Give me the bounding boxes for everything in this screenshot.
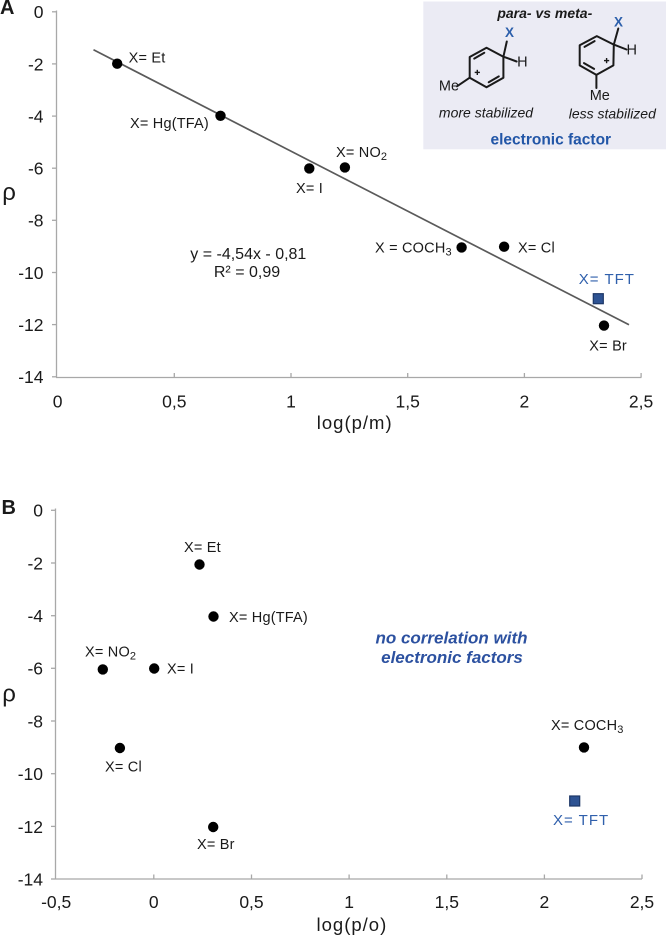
svg-text:X= Hg(TFA): X= Hg(TFA) [229, 610, 308, 626]
svg-text:H: H [626, 43, 636, 59]
svg-text:X= Br: X= Br [589, 339, 627, 355]
svg-text:1,5: 1,5 [435, 892, 459, 912]
svg-text:X= NO2: X= NO2 [336, 145, 387, 163]
svg-text:X= I: X= I [167, 662, 194, 678]
svg-text:X: X [505, 25, 514, 40]
svg-text:y = -4,54x - 0,81: y = -4,54x - 0,81 [190, 246, 306, 263]
svg-text:-6: -6 [27, 659, 43, 679]
svg-text:-2: -2 [28, 54, 44, 74]
svg-text:X = COCH3: X = COCH3 [375, 241, 452, 259]
svg-text:A: A [0, 0, 14, 19]
svg-text:0: 0 [149, 892, 159, 912]
svg-text:H: H [517, 55, 527, 71]
svg-text:X= NO2: X= NO2 [85, 644, 136, 662]
svg-text:log(p/m): log(p/m) [317, 412, 393, 433]
svg-text:ρ: ρ [2, 681, 16, 708]
svg-text:B: B [2, 497, 16, 519]
svg-text:2,5: 2,5 [629, 391, 653, 411]
svg-text:no correlation with: no correlation with [375, 628, 527, 647]
svg-text:-0,5: -0,5 [41, 892, 71, 912]
svg-text:-12: -12 [18, 817, 43, 837]
svg-text:1: 1 [286, 391, 296, 411]
svg-text:0,5: 0,5 [239, 892, 263, 912]
svg-text:X= COCH3: X= COCH3 [551, 718, 624, 736]
svg-text:1: 1 [344, 892, 354, 912]
svg-text:electronic factors: electronic factors [381, 648, 523, 667]
svg-text:0: 0 [33, 501, 43, 521]
svg-text:X= I: X= I [296, 181, 323, 197]
svg-text:log(p/o): log(p/o) [317, 914, 388, 935]
svg-text:X= Et: X= Et [184, 540, 221, 556]
svg-text:-12: -12 [18, 315, 43, 335]
svg-text:X= TFT: X= TFT [553, 812, 609, 829]
svg-text:-14: -14 [18, 869, 44, 889]
svg-text:2: 2 [540, 892, 550, 912]
svg-text:X= Br: X= Br [197, 837, 235, 853]
svg-text:-10: -10 [18, 263, 44, 283]
svg-text:R² = 0,99: R² = 0,99 [214, 264, 280, 281]
svg-text:0: 0 [34, 2, 44, 22]
svg-text:2,5: 2,5 [630, 892, 654, 912]
svg-text:X= TFT: X= TFT [579, 271, 635, 288]
svg-text:-4: -4 [28, 107, 44, 127]
svg-text:-8: -8 [27, 711, 43, 731]
svg-text:-10: -10 [18, 764, 44, 784]
svg-text:electronic factor: electronic factor [490, 132, 611, 149]
svg-text:-8: -8 [28, 211, 44, 231]
svg-text:X= Cl: X= Cl [105, 760, 142, 776]
svg-text:0: 0 [53, 391, 63, 411]
svg-text:X= Cl: X= Cl [518, 240, 555, 256]
svg-text:-4: -4 [27, 606, 43, 626]
svg-text:more stabilized: more stabilized [439, 105, 534, 121]
svg-text:less stabilized: less stabilized [569, 106, 657, 122]
svg-text:Me: Me [590, 88, 610, 104]
svg-text:1,5: 1,5 [396, 391, 420, 411]
svg-text:X: X [614, 15, 623, 30]
svg-text:-2: -2 [27, 553, 43, 573]
svg-text:Me: Me [439, 79, 459, 95]
svg-text:2: 2 [520, 391, 530, 411]
svg-text:-6: -6 [28, 159, 44, 179]
svg-text:ρ: ρ [2, 179, 16, 206]
svg-text:-14: -14 [18, 367, 44, 387]
svg-text:X= Hg(TFA): X= Hg(TFA) [130, 116, 209, 132]
svg-text:0,5: 0,5 [162, 391, 186, 411]
svg-text:para- vs meta-: para- vs meta- [496, 5, 592, 21]
svg-text:X= Et: X= Et [129, 51, 166, 67]
